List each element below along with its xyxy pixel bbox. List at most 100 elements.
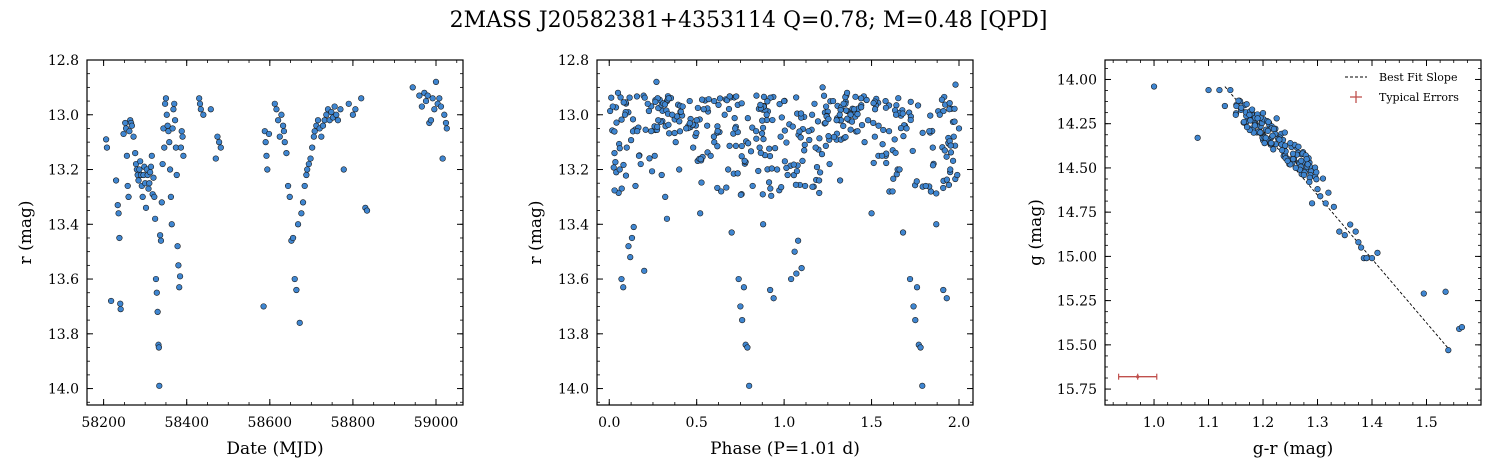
y-tick-label: 13.6 — [558, 272, 589, 288]
data-point — [147, 163, 155, 170]
y-tick-label: 15.25 — [1057, 294, 1097, 310]
data-point — [725, 105, 733, 113]
data-point — [738, 153, 745, 160]
data-point — [1273, 115, 1280, 122]
data-point — [693, 129, 700, 137]
data-point — [103, 136, 110, 143]
data-point — [607, 107, 614, 115]
data-point — [176, 284, 183, 291]
figure-title: 2MASS J20582381+4353114 Q=0.78; M=0.48 [… — [449, 8, 1048, 33]
data-point — [654, 123, 661, 130]
data-point — [117, 306, 124, 313]
data-point — [166, 139, 173, 146]
data-point — [150, 174, 157, 181]
data-point — [749, 124, 756, 131]
data-point — [707, 152, 714, 159]
legend-entry: Typical Errors — [1379, 91, 1459, 104]
data-point — [148, 152, 155, 159]
data-point — [1368, 255, 1376, 262]
data-point — [816, 189, 823, 197]
data-point — [926, 128, 933, 135]
data-point — [946, 100, 953, 107]
x-axis-label: Date (MJD) — [226, 439, 323, 459]
data-point — [217, 144, 224, 151]
data-point — [309, 144, 316, 151]
data-point — [700, 106, 707, 113]
data-point — [833, 117, 840, 124]
data-point — [793, 94, 800, 101]
data-point — [683, 125, 690, 132]
data-point — [943, 153, 950, 160]
data-point — [623, 144, 630, 151]
data-point — [769, 116, 776, 124]
data-point — [310, 133, 317, 140]
y-tick-label: 12.8 — [48, 53, 79, 69]
data-point — [759, 191, 766, 198]
data-point — [951, 105, 958, 112]
data-point — [1341, 232, 1348, 239]
data-point — [777, 133, 784, 140]
data-point — [947, 149, 955, 156]
data-point — [280, 122, 287, 129]
data-point — [641, 94, 648, 101]
data-point — [910, 303, 917, 310]
data-point — [158, 199, 165, 206]
data-point — [783, 164, 790, 171]
data-point — [293, 286, 300, 294]
data-point — [1322, 200, 1329, 207]
data-point — [416, 92, 423, 99]
data-point — [813, 164, 821, 171]
data-point — [114, 202, 121, 209]
data-point — [305, 160, 312, 168]
data-point — [1319, 175, 1327, 182]
data-point — [768, 165, 775, 172]
data-point — [1281, 142, 1289, 149]
data-point — [112, 177, 120, 184]
data-point — [768, 192, 775, 199]
data-point — [620, 99, 627, 106]
data-point — [146, 180, 153, 187]
data-point — [870, 159, 877, 167]
data-point — [697, 210, 704, 217]
data-point — [760, 93, 768, 100]
data-point — [1254, 115, 1261, 122]
data-point — [676, 166, 683, 173]
data-point — [331, 103, 338, 110]
data-point — [909, 147, 916, 155]
y-tick-label: 15.50 — [1057, 338, 1097, 354]
data-point — [740, 284, 748, 291]
legend: Best Fit Slope Typical Errors — [1345, 71, 1459, 104]
data-point — [744, 115, 751, 122]
data-point — [820, 92, 828, 99]
data-points — [607, 78, 963, 389]
data-point — [307, 155, 314, 162]
data-point — [1240, 118, 1248, 126]
x-tick-label: 1.0 — [773, 415, 795, 431]
data-point — [868, 210, 875, 217]
data-point — [298, 210, 305, 217]
data-point — [734, 170, 741, 177]
data-point — [816, 177, 823, 184]
data-point — [954, 171, 961, 179]
data-point — [1303, 155, 1310, 163]
data-point — [1295, 143, 1302, 150]
data-point — [726, 142, 733, 149]
data-point — [115, 210, 122, 217]
data-point — [686, 120, 693, 127]
data-point — [1269, 132, 1276, 139]
x-tick-label: 1.1 — [1197, 415, 1219, 431]
data-point — [940, 184, 947, 192]
data-point — [1216, 86, 1223, 94]
data-point — [731, 115, 738, 122]
data-point — [789, 123, 796, 130]
data-point — [178, 128, 185, 135]
data-point — [648, 168, 656, 175]
data-point — [345, 100, 352, 107]
y-tick-label: 13.6 — [48, 272, 79, 288]
data-point — [304, 166, 311, 173]
y-tick-label: 15.75 — [1057, 382, 1097, 398]
data-points — [103, 78, 450, 389]
data-point — [711, 139, 718, 146]
data-point — [882, 97, 889, 105]
data-point — [847, 111, 854, 118]
